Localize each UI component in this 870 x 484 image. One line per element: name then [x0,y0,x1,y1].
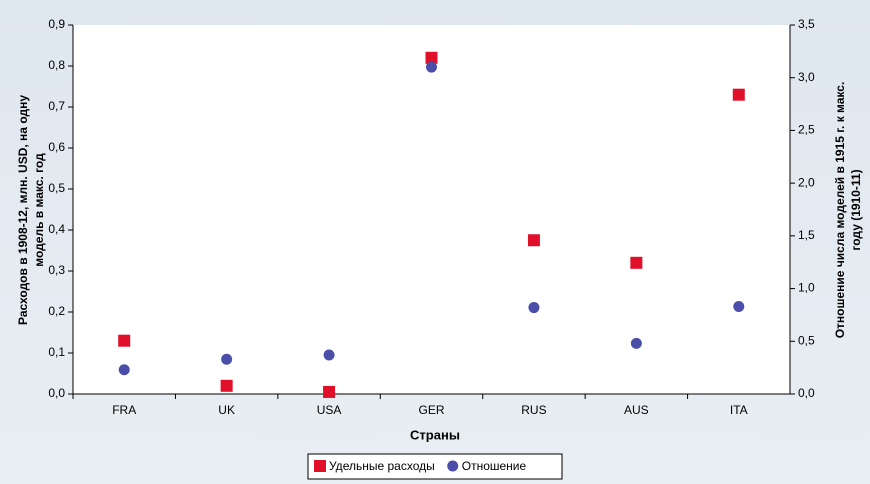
y-tick-label: 0,3 [48,263,65,277]
y2-tick-label: 1,5 [798,228,815,242]
x-tick-label: FRA [112,403,136,417]
point [118,364,130,376]
y-tick-label: 0,9 [48,17,65,31]
y-tick-label: 0,7 [48,99,65,113]
point [220,379,233,392]
y-axis-title: модель в макс. год [32,153,46,267]
y2-tick-label: 0,5 [798,333,815,347]
legend-label: Отношение [462,459,527,473]
y-tick-label: 0,6 [48,140,65,154]
point [732,88,745,101]
y-tick-label: 0,1 [48,345,65,359]
x-tick-label: AUS [624,403,649,417]
y2-tick-label: 1,0 [798,281,815,295]
x-tick-label: GER [418,403,444,417]
point [323,385,336,398]
y-tick-label: 0,4 [48,222,65,236]
point [426,61,437,73]
y2-tick-label: 3,5 [798,17,815,31]
point [528,302,540,314]
y-tick-label: 0,8 [48,58,65,72]
legend-label: Удельные расходы [329,459,435,473]
y-tick-label: 0,0 [48,386,65,400]
point [323,349,335,361]
point [425,51,438,64]
x-tick-label: RUS [521,403,546,417]
y2-tick-label: 2,5 [798,123,815,137]
point [527,234,540,247]
point [118,334,131,347]
x-tick-label: USA [317,403,342,417]
y2-tick-label: 2,0 [798,175,815,189]
point [630,337,642,349]
y2-axis-title: Отношение числа моделей в 1915 г. к макс… [833,82,847,339]
y-tick-label: 0,5 [48,181,65,195]
y2-tick-label: 0,0 [798,386,815,400]
x-axis-title: Страны [410,427,460,442]
y-tick-label: 0,2 [48,304,65,318]
x-tick-label: UK [218,403,235,417]
legend [307,453,563,480]
point [733,300,745,312]
x-tick-label: ITA [730,403,748,417]
y2-tick-label: 3,0 [798,70,815,84]
y2-axis-title: году (1910-11) [849,169,863,250]
point [221,353,233,365]
point [630,256,643,269]
y-axis-title: Расходов в 1908-12, млн. USD, на одну [16,95,30,325]
legend-marker [314,460,326,472]
legend-marker [447,460,459,472]
plot-area [73,25,790,394]
